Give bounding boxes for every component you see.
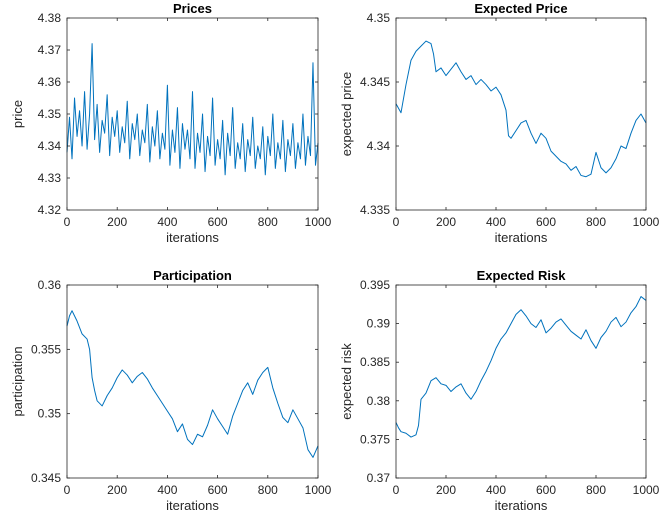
x-tick-label: 600 bbox=[536, 215, 556, 229]
chart-title: Prices bbox=[173, 1, 212, 16]
series-line-1 bbox=[395, 40, 647, 178]
x-tick-label: 400 bbox=[157, 483, 177, 497]
y-tick-label: 0.355 bbox=[31, 342, 61, 356]
x-tick-label: 600 bbox=[536, 483, 556, 497]
y-tick-label: 0.37 bbox=[367, 471, 391, 485]
plot-area bbox=[396, 285, 646, 478]
subplot-2: 0 200 400 600 800 1000 4.335 4.34 4.345 4.35 Expec… bbox=[339, 1, 659, 245]
x-axis-label: iterations bbox=[495, 498, 548, 513]
y-tick-label: 4.335 bbox=[360, 203, 390, 217]
series-line-1 bbox=[395, 296, 647, 438]
x-tick-label: 0 bbox=[64, 483, 71, 497]
y-tick-label: 0.345 bbox=[31, 471, 61, 485]
y-tick-label: 4.35 bbox=[38, 107, 62, 121]
chart-title: Expected Price bbox=[474, 1, 567, 16]
x-tick-label: 400 bbox=[157, 215, 177, 229]
y-tick-label: 4.32 bbox=[38, 203, 62, 217]
y-tick-label: 4.34 bbox=[367, 139, 391, 153]
x-tick-label: 800 bbox=[586, 483, 606, 497]
y-axis-label: participation bbox=[10, 346, 25, 416]
x-axis-label: iterations bbox=[495, 230, 548, 245]
y-tick-label: 0.35 bbox=[38, 407, 62, 421]
subplot-1: 0 200 400 600 800 1000 4.32 4.33 4.34 4.35 4.36 4.3… bbox=[10, 1, 332, 245]
plot-area bbox=[67, 285, 318, 478]
series-line-1 bbox=[66, 43, 319, 176]
x-tick-label: 800 bbox=[258, 215, 278, 229]
x-tick-label: 1000 bbox=[633, 215, 659, 229]
x-axis-label: iterations bbox=[166, 498, 219, 513]
y-tick-label: 4.34 bbox=[38, 139, 62, 153]
y-tick-label: 0.38 bbox=[367, 394, 391, 408]
axes-frame bbox=[395, 17, 647, 211]
y-tick-label: 4.33 bbox=[38, 171, 62, 185]
y-tick-label: 0.395 bbox=[360, 278, 390, 292]
x-tick-label: 200 bbox=[107, 215, 127, 229]
x-tick-label: 800 bbox=[258, 483, 278, 497]
y-tick-label: 0.36 bbox=[38, 278, 62, 292]
axes-frame bbox=[395, 284, 647, 479]
y-tick-label: 0.375 bbox=[360, 432, 390, 446]
x-tick-label: 200 bbox=[436, 215, 456, 229]
y-tick-label: 4.36 bbox=[38, 75, 62, 89]
y-tick-label: 0.39 bbox=[367, 317, 391, 331]
x-tick-label: 1000 bbox=[305, 483, 332, 497]
x-tick-label: 400 bbox=[486, 483, 506, 497]
x-tick-label: 600 bbox=[208, 215, 228, 229]
x-axis-label: iterations bbox=[166, 230, 219, 245]
x-tick-label: 1000 bbox=[633, 483, 659, 497]
plot-area bbox=[396, 18, 646, 210]
y-tick-label: 4.38 bbox=[38, 11, 62, 25]
y-tick-label: 4.345 bbox=[360, 75, 390, 89]
y-tick-label: 4.37 bbox=[38, 43, 62, 57]
plot-area bbox=[67, 18, 318, 210]
x-tick-label: 0 bbox=[393, 215, 400, 229]
axes-frame bbox=[66, 284, 319, 479]
y-axis-label: price bbox=[10, 100, 25, 128]
x-tick-label: 800 bbox=[586, 215, 606, 229]
series-line-1 bbox=[66, 310, 319, 458]
x-tick-label: 200 bbox=[107, 483, 127, 497]
x-tick-label: 200 bbox=[436, 483, 456, 497]
y-tick-label: 0.385 bbox=[360, 355, 390, 369]
y-axis-label: expected risk bbox=[339, 343, 354, 420]
x-tick-label: 0 bbox=[393, 483, 400, 497]
subplot-3: 0 200 400 600 800 1000 0.345 0.35 0.355 0.36 Parti… bbox=[10, 268, 332, 513]
x-tick-label: 1000 bbox=[305, 215, 332, 229]
x-tick-label: 0 bbox=[64, 215, 71, 229]
x-tick-label: 400 bbox=[486, 215, 506, 229]
subplot-4: 0 200 400 600 800 1000 0.37 0.375 0.38 0.385 0.39 0… bbox=[339, 268, 659, 513]
y-tick-label: 4.35 bbox=[367, 11, 391, 25]
y-axis-label: expected price bbox=[339, 72, 354, 157]
x-tick-label: 600 bbox=[208, 483, 228, 497]
chart-title: Participation bbox=[153, 268, 232, 283]
chart-title: Expected Risk bbox=[477, 268, 567, 283]
